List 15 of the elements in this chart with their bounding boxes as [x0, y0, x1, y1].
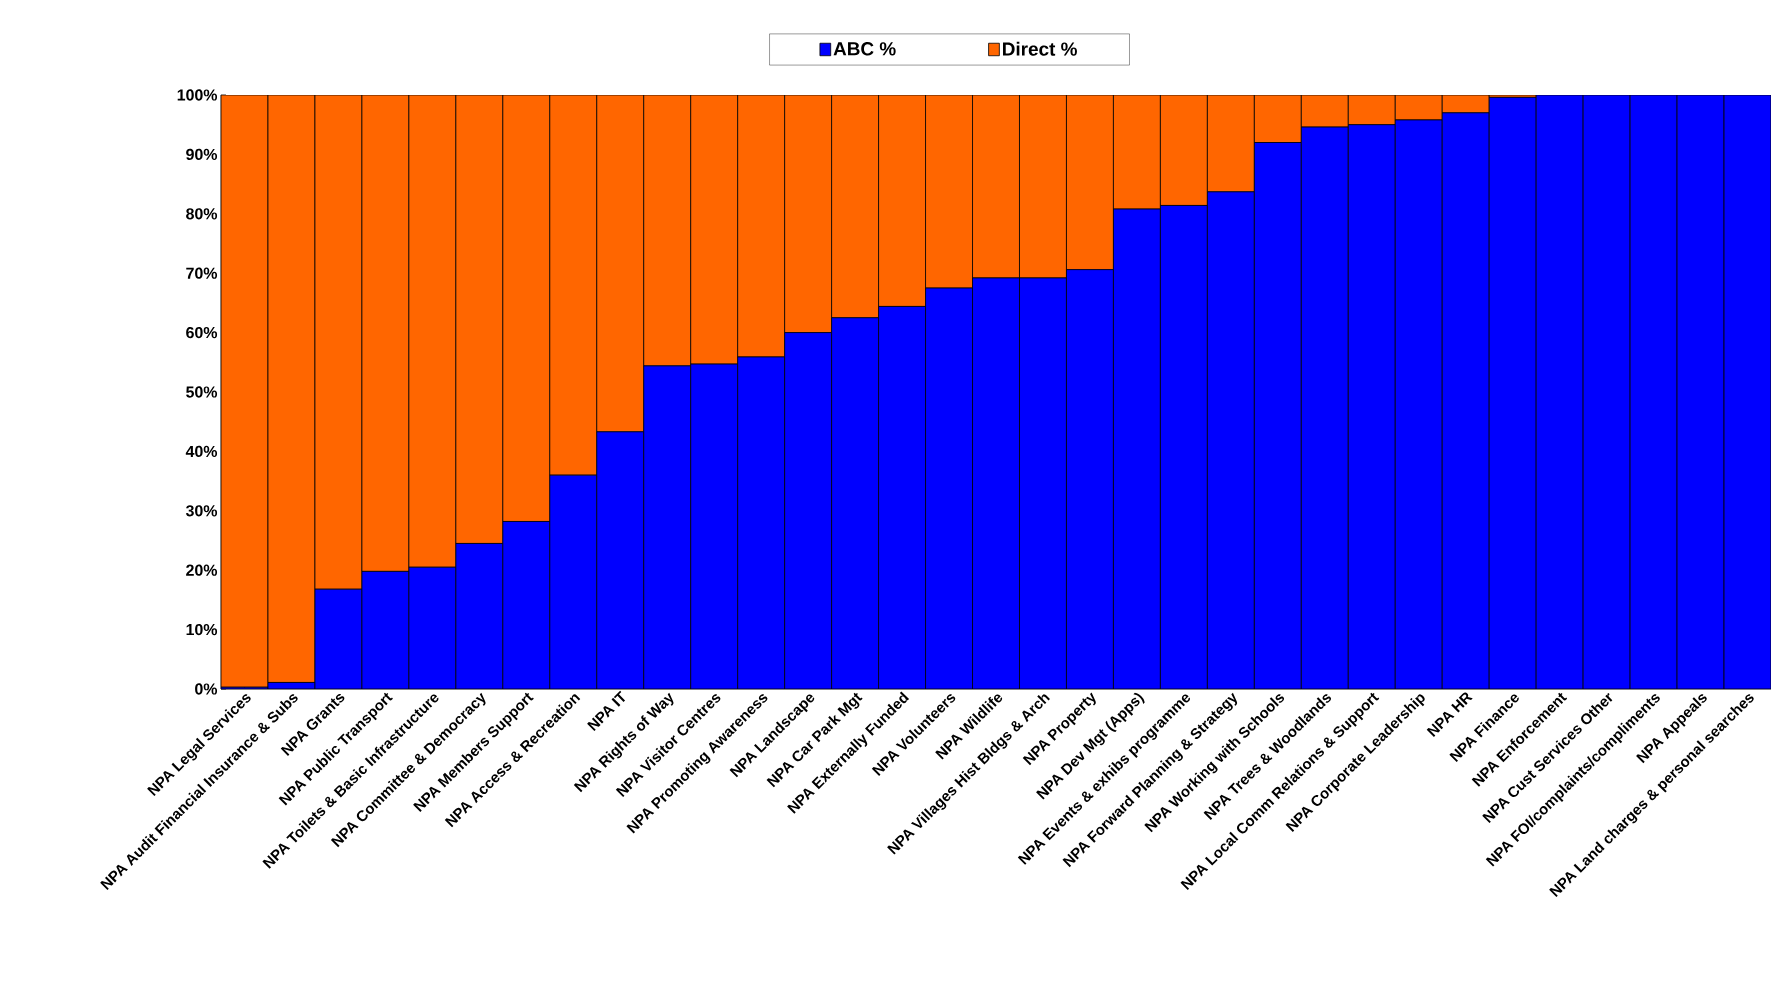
x-tick-label: NPA HR [1426, 692, 1473, 737]
legend-label: ABC % [833, 42, 896, 56]
y-tick-label: 10% [186, 623, 218, 636]
y-tick-label: 90% [186, 148, 218, 161]
x-tick-label: NPA IT [587, 690, 626, 732]
y-tick-label: 70% [186, 267, 218, 279]
y-tick-label: 40% [185, 445, 218, 458]
y-tick-label: 50% [186, 386, 218, 398]
y-tick-label: 30% [185, 505, 218, 517]
y-tick-label: 100% [177, 89, 218, 101]
y-tick-label: 0% [195, 683, 218, 695]
y-tick-label: 80% [186, 208, 218, 220]
y-tick-label: 20% [186, 564, 218, 576]
legend-label: Direct % [1003, 41, 1077, 56]
y-tick-label: 60% [186, 326, 218, 339]
